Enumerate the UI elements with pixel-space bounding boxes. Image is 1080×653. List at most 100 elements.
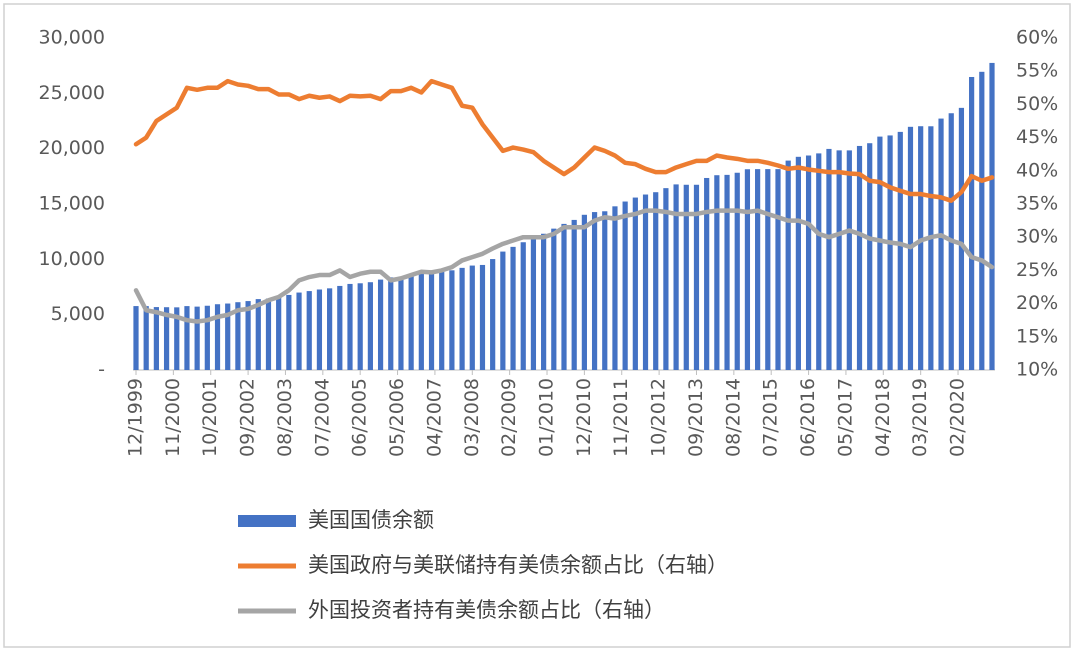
bar (714, 175, 720, 370)
line (133, 208, 995, 324)
bar (622, 201, 628, 370)
bar (479, 264, 486, 370)
y2-tick-label: 20% (1016, 292, 1058, 314)
y-tick-label: 5,000 (51, 303, 105, 325)
x-tick-label: 08/2014 (722, 378, 744, 457)
bar (235, 302, 241, 370)
bar (551, 228, 557, 370)
bar (683, 184, 689, 370)
bar (887, 135, 893, 370)
x-tick-label: 08/2003 (274, 378, 296, 457)
x-tick-label: 07/2015 (760, 378, 782, 457)
bar (520, 242, 526, 370)
bar (500, 251, 506, 370)
y-tick-label: 10,000 (39, 248, 105, 270)
x-tick-label: 05/2017 (834, 378, 856, 457)
bar (439, 271, 445, 370)
bar (693, 184, 700, 370)
bar (459, 267, 465, 370)
x-tick-label: 05/2006 (386, 378, 408, 457)
bar (938, 118, 944, 370)
bar (265, 298, 272, 370)
bar (969, 76, 975, 371)
bar (449, 270, 455, 370)
bar (653, 192, 659, 370)
x-tick-label: 09/2013 (685, 378, 707, 457)
bar (418, 273, 424, 370)
bar (184, 306, 190, 370)
bar (704, 177, 710, 370)
y-tick-label: 25,000 (39, 82, 105, 104)
bar (510, 246, 516, 370)
bar (856, 145, 863, 370)
y-tick-label: 15,000 (39, 193, 105, 215)
bar (928, 126, 934, 370)
bar (897, 131, 903, 370)
bar (805, 155, 812, 370)
x-tick-label: 06/2005 (349, 378, 371, 457)
bar (255, 299, 261, 370)
bar (958, 107, 965, 371)
bar (744, 169, 751, 370)
x-tick-label: 11/2000 (162, 378, 184, 457)
bar (867, 143, 873, 370)
y2-tick-label: 10% (1016, 359, 1058, 381)
bar (214, 304, 221, 370)
bar (408, 275, 414, 370)
x-tick-label: 03/2019 (909, 378, 931, 457)
legend-label: 美国国债余额 (308, 508, 434, 532)
bar (316, 289, 323, 370)
x-tick-label: 02/2020 (947, 378, 969, 457)
bar (846, 150, 852, 370)
bar (327, 288, 333, 370)
bar (388, 277, 394, 370)
x-tick-label: 04/2018 (872, 378, 894, 457)
bar (541, 233, 547, 370)
x-tick-label: 01/2010 (536, 378, 558, 457)
bar (561, 223, 567, 370)
bar (398, 276, 404, 370)
bar (989, 62, 995, 371)
bar (571, 219, 577, 370)
x-tick-label: 11/2011 (610, 378, 632, 457)
legend-label: 外国投资者持有美债余额占比（右轴） (308, 598, 665, 622)
bar (673, 184, 679, 370)
y2-tick-label: 45% (1016, 126, 1058, 148)
bar (163, 307, 170, 370)
bar (143, 306, 149, 370)
x-tick-label: 02/2009 (498, 378, 520, 457)
bar (724, 174, 730, 370)
bar (795, 156, 801, 370)
bar (877, 136, 883, 370)
y2-tick-label: 40% (1016, 159, 1058, 181)
y2-tick-label: 30% (1016, 226, 1058, 248)
bar (296, 292, 302, 370)
bar (581, 214, 587, 370)
y2-tick-label: 60% (1016, 27, 1058, 49)
bar (174, 307, 180, 370)
y2-tick-label: 15% (1016, 325, 1058, 347)
x-tick-label: 04/2007 (423, 378, 445, 457)
bar (836, 150, 842, 370)
bar (367, 282, 373, 370)
y2-tick-label: 55% (1016, 60, 1058, 82)
bar (612, 206, 618, 370)
bar (204, 305, 210, 370)
x-tick-label: 10/2001 (199, 378, 221, 457)
bar (225, 303, 231, 370)
legend-swatch (238, 515, 296, 527)
bar (918, 126, 924, 370)
x-tick-label: 12/2010 (573, 378, 595, 457)
x-tick-label: 10/2012 (648, 378, 670, 457)
bar (632, 197, 638, 370)
x-tick-label: 03/2008 (461, 378, 483, 457)
bar (153, 307, 159, 370)
bar (133, 306, 139, 370)
bar (755, 169, 761, 370)
bar (816, 153, 822, 370)
x-tick-label: 09/2002 (237, 378, 259, 457)
bar (765, 169, 771, 370)
bar (377, 279, 384, 370)
y2-tick-label: 35% (1016, 193, 1058, 215)
bar (826, 148, 832, 370)
